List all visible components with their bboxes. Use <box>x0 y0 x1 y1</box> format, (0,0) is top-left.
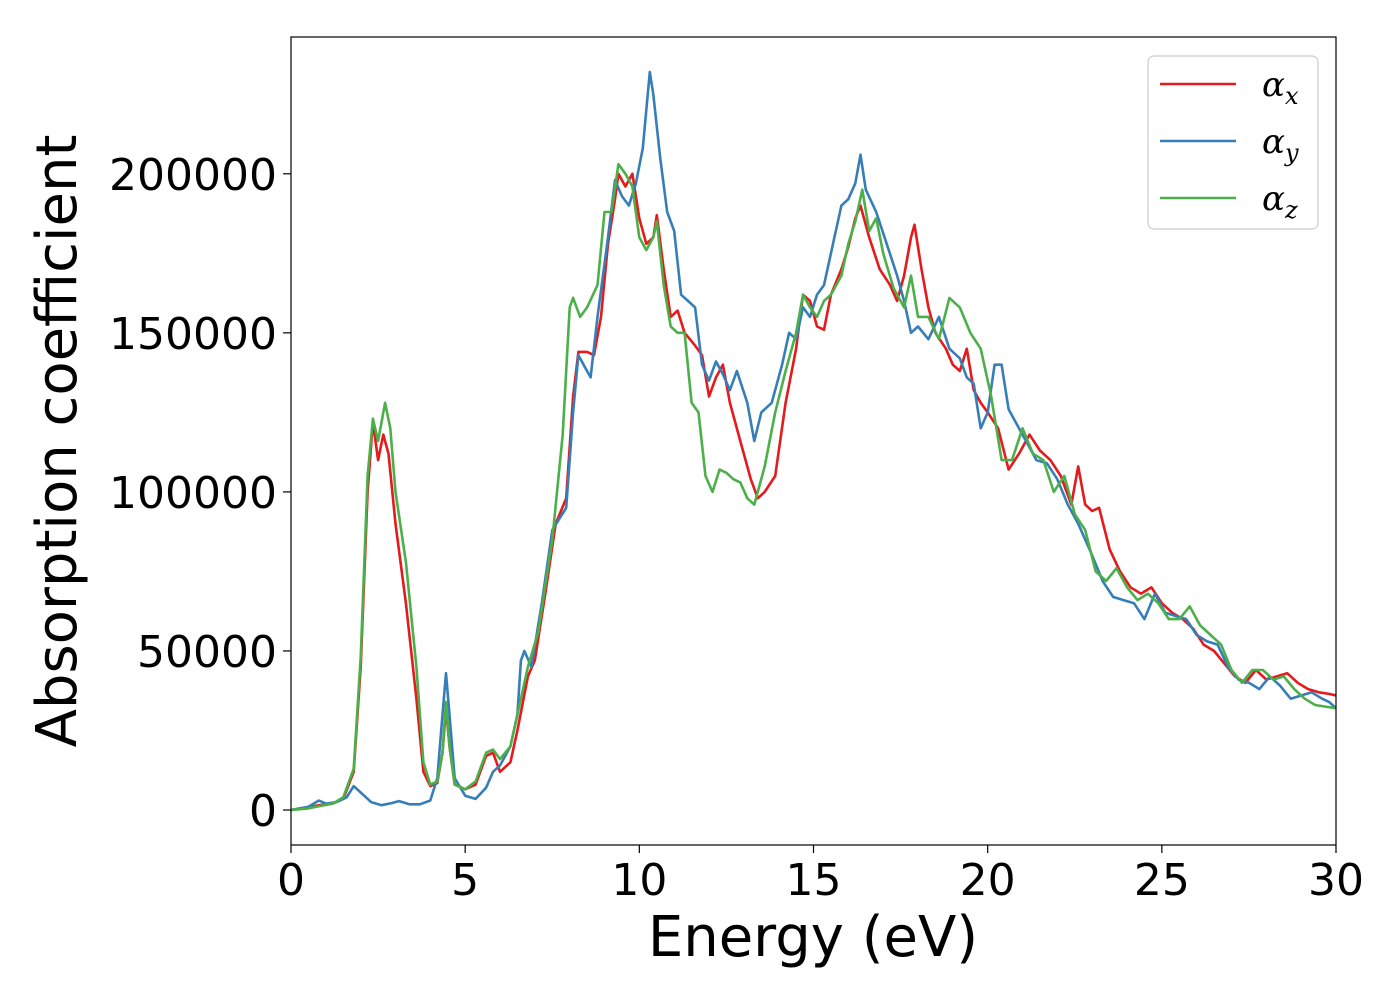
ticks-layer: 0 5 10 15 20 25 30 0 50000 100000 150000 200000 <box>109 150 1364 906</box>
series-line-z <box>291 162 1336 812</box>
series-layer <box>291 70 1336 812</box>
y-axis-label: Absorption coefficient <box>25 135 90 748</box>
legend-label-y: αy <box>1262 122 1299 167</box>
y-tick-label: 50000 <box>137 627 277 678</box>
x-axis-label: Energy (eV) <box>648 905 978 970</box>
x-tick-label: 5 <box>451 855 479 906</box>
x-tick-label: 30 <box>1308 855 1364 906</box>
y-tick-label: 100000 <box>109 468 277 519</box>
x-tick-label: 25 <box>1134 855 1190 906</box>
legend-label-x: αx <box>1262 65 1299 110</box>
y-tick-label: 150000 <box>109 309 277 360</box>
legend-box <box>1147 55 1319 230</box>
series-line-y <box>291 70 1336 812</box>
y-tick-label: 200000 <box>109 150 277 201</box>
x-tick-label: 15 <box>786 855 842 906</box>
x-tick-label: 20 <box>960 855 1016 906</box>
x-tick-label: 0 <box>277 855 305 906</box>
x-tick-label: 10 <box>611 855 667 906</box>
y-tick-label: 0 <box>249 786 277 837</box>
